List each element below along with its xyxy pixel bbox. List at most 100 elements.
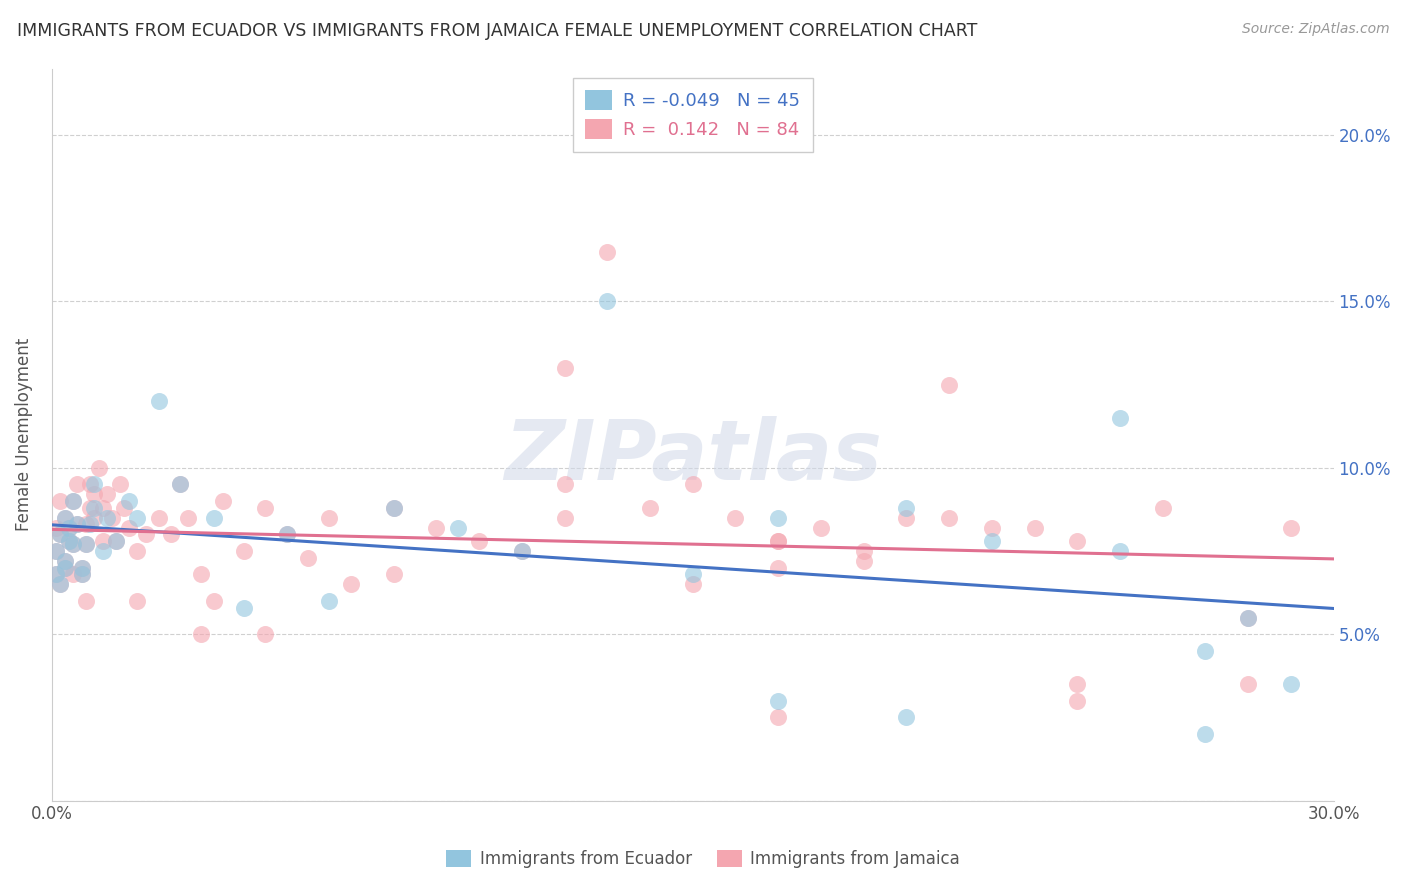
Point — [91, 500, 114, 515]
Point — [96, 510, 118, 524]
Point — [938, 510, 960, 524]
Point — [938, 377, 960, 392]
Point — [118, 521, 141, 535]
Point — [83, 510, 105, 524]
Text: IMMIGRANTS FROM ECUADOR VS IMMIGRANTS FROM JAMAICA FEMALE UNEMPLOYMENT CORRELATI: IMMIGRANTS FROM ECUADOR VS IMMIGRANTS FR… — [17, 22, 977, 40]
Point — [62, 537, 84, 551]
Point — [169, 477, 191, 491]
Point — [49, 577, 72, 591]
Point — [112, 500, 135, 515]
Point — [596, 294, 619, 309]
Point — [160, 527, 183, 541]
Point — [104, 534, 127, 549]
Point — [766, 560, 789, 574]
Point — [62, 494, 84, 508]
Point — [53, 510, 76, 524]
Point — [58, 534, 80, 549]
Point — [896, 500, 918, 515]
Point — [276, 527, 298, 541]
Point — [148, 510, 170, 524]
Point — [148, 394, 170, 409]
Legend: R = -0.049   N = 45, R =  0.142   N = 84: R = -0.049 N = 45, R = 0.142 N = 84 — [572, 78, 813, 152]
Point — [980, 534, 1002, 549]
Point — [340, 577, 363, 591]
Point — [276, 527, 298, 541]
Point — [66, 517, 89, 532]
Point — [79, 500, 101, 515]
Point — [45, 567, 67, 582]
Point — [318, 594, 340, 608]
Point — [79, 517, 101, 532]
Point — [75, 517, 97, 532]
Point — [510, 544, 533, 558]
Point — [62, 494, 84, 508]
Point — [425, 521, 447, 535]
Text: ZIPatlas: ZIPatlas — [503, 416, 882, 497]
Point — [49, 527, 72, 541]
Point — [70, 560, 93, 574]
Point — [100, 510, 122, 524]
Point — [127, 510, 149, 524]
Point — [1066, 677, 1088, 691]
Point — [58, 521, 80, 535]
Point — [96, 487, 118, 501]
Point — [1066, 534, 1088, 549]
Point — [202, 594, 225, 608]
Point — [91, 544, 114, 558]
Point — [447, 521, 470, 535]
Point — [70, 567, 93, 582]
Point — [190, 567, 212, 582]
Point — [233, 544, 256, 558]
Point — [75, 537, 97, 551]
Point — [852, 544, 875, 558]
Point — [66, 517, 89, 532]
Point — [45, 544, 67, 558]
Point — [233, 600, 256, 615]
Point — [1194, 727, 1216, 741]
Point — [553, 477, 575, 491]
Point — [1024, 521, 1046, 535]
Point — [45, 521, 67, 535]
Point — [766, 510, 789, 524]
Point — [1152, 500, 1174, 515]
Point — [510, 544, 533, 558]
Point — [297, 550, 319, 565]
Point — [62, 567, 84, 582]
Point — [87, 460, 110, 475]
Point — [75, 594, 97, 608]
Point — [58, 534, 80, 549]
Point — [66, 477, 89, 491]
Point — [83, 477, 105, 491]
Point — [766, 534, 789, 549]
Point — [45, 567, 67, 582]
Point — [382, 567, 405, 582]
Point — [1279, 521, 1302, 535]
Point — [553, 510, 575, 524]
Point — [45, 544, 67, 558]
Point — [254, 627, 277, 641]
Point — [810, 521, 832, 535]
Point — [79, 477, 101, 491]
Point — [202, 510, 225, 524]
Point — [169, 477, 191, 491]
Point — [980, 521, 1002, 535]
Point — [190, 627, 212, 641]
Point — [766, 694, 789, 708]
Point — [49, 577, 72, 591]
Point — [1237, 610, 1260, 624]
Point — [596, 244, 619, 259]
Point — [468, 534, 491, 549]
Point — [1237, 677, 1260, 691]
Point — [318, 510, 340, 524]
Point — [382, 500, 405, 515]
Point — [127, 594, 149, 608]
Point — [70, 560, 93, 574]
Point — [91, 534, 114, 549]
Point — [70, 567, 93, 582]
Point — [127, 544, 149, 558]
Point — [53, 510, 76, 524]
Point — [108, 477, 131, 491]
Point — [75, 537, 97, 551]
Point — [211, 494, 233, 508]
Point — [896, 710, 918, 724]
